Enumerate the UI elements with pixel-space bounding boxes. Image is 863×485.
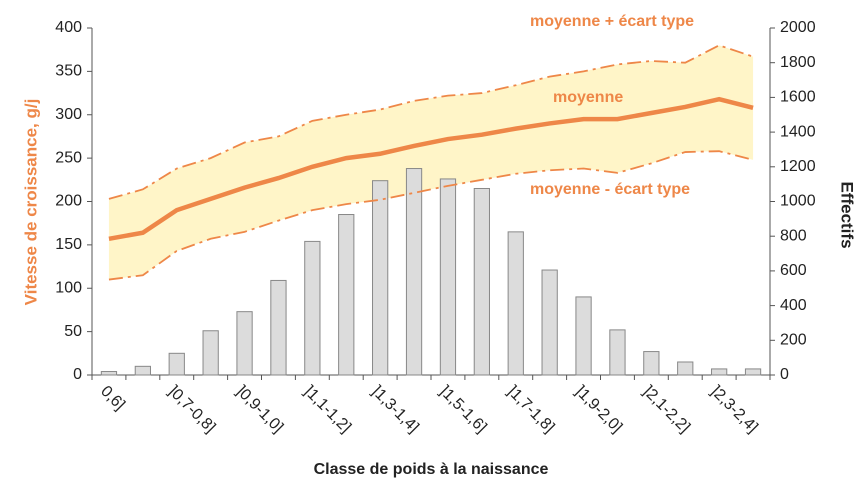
y-tick-label: 400	[55, 19, 82, 36]
x-tick-label: ]2,1-2,2]	[640, 383, 694, 437]
series-annotation: moyenne - écart type	[530, 181, 690, 198]
bar	[541, 269, 558, 376]
x-tick-label: ]1,5-1,6]	[436, 383, 490, 437]
bar	[677, 361, 694, 376]
bar	[134, 365, 151, 376]
y-tick-label: 150	[55, 236, 82, 253]
x-tick-label: ]1,3-1,4]	[368, 383, 422, 437]
bar	[304, 240, 321, 376]
y-tick-label: 100	[55, 279, 82, 296]
y2-tick-label: 1000	[780, 193, 816, 210]
bar	[270, 279, 287, 376]
y2-tick-label: 800	[780, 227, 807, 244]
line-series	[108, 96, 754, 242]
series-annotation: moyenne	[553, 89, 623, 106]
bar	[711, 368, 728, 376]
bar	[100, 371, 118, 376]
y-tick-label: 250	[55, 149, 82, 166]
y2-tick-label: 1400	[780, 123, 816, 140]
y-tick-label: 50	[64, 323, 82, 340]
band-fill	[108, 45, 754, 280]
y-tick-label: 200	[55, 193, 82, 210]
y2-axis-label: Effectifs	[838, 181, 857, 248]
y-tick-label: 350	[55, 63, 82, 80]
y2-tick-label: 1200	[780, 158, 816, 175]
y2-tick-label: 1600	[780, 89, 816, 106]
x-tick-label: 0,6]	[97, 383, 128, 414]
bar	[372, 180, 389, 376]
bar	[202, 330, 219, 376]
x-axis-label: Classe de poids à la naissance	[314, 461, 549, 478]
x-tick-label: ]1,1-1,2]	[301, 383, 355, 437]
y2-tick-label: 400	[780, 297, 807, 314]
bar	[168, 352, 185, 376]
bar	[338, 214, 355, 376]
line-series	[108, 150, 754, 281]
y2-tick-label: 200	[780, 332, 807, 349]
bar	[473, 187, 490, 376]
bar	[405, 168, 423, 376]
x-tick-label: ]1,9-2,0]	[572, 383, 626, 437]
y2-tick-label: 0	[780, 366, 789, 383]
y2-tick-label: 1800	[780, 54, 816, 71]
bar	[643, 351, 660, 376]
bar	[236, 311, 253, 376]
x-tick-label: ]2,3-2,4]	[707, 383, 761, 437]
y2-tick-label: 600	[780, 262, 807, 279]
line-series	[108, 44, 754, 200]
bar	[507, 231, 524, 376]
series-annotation: moyenne + écart type	[530, 13, 694, 30]
y2-tick-label: 2000	[780, 19, 816, 36]
y-tick-label: 0	[73, 366, 82, 383]
x-tick-label: ]0,7-0,8]	[165, 383, 219, 437]
bar	[609, 329, 626, 376]
x-tick-label: ]0,9-1,0]	[233, 383, 287, 437]
y-tick-label: 300	[55, 106, 82, 123]
y-axis-label: Vitesse de croissance, g/j	[21, 99, 40, 306]
bar	[439, 178, 457, 376]
x-tick-label: ]1,7-1,8]	[504, 383, 558, 437]
bar	[744, 368, 762, 376]
bar	[575, 296, 592, 376]
